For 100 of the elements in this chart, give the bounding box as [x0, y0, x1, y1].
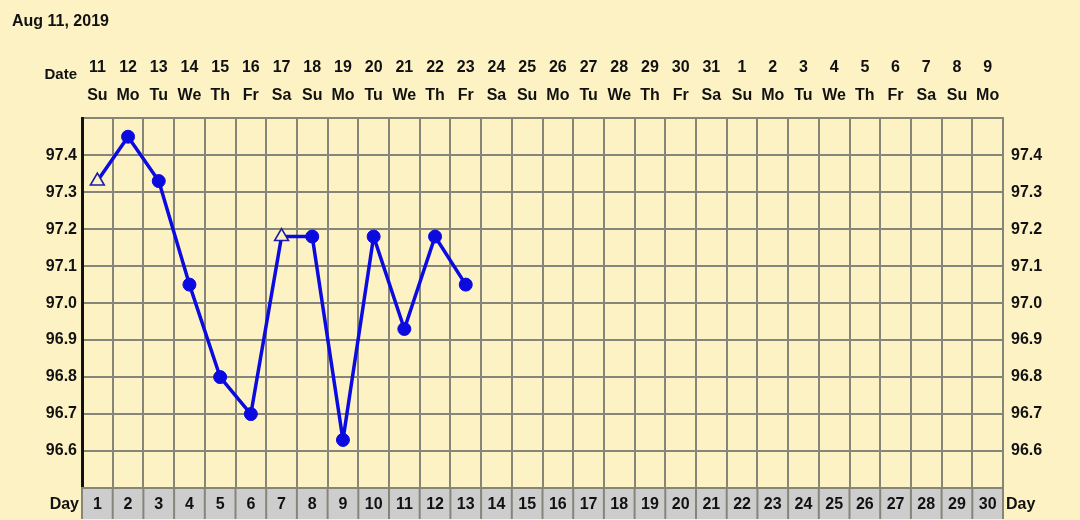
y-tick-label: 97.2 [45, 219, 78, 237]
text: Su [87, 85, 108, 103]
x-tick-label: 30 [671, 58, 690, 76]
point [366, 229, 381, 244]
text: We [177, 85, 202, 103]
x-tick-label: 21 [395, 58, 414, 76]
text: Su [731, 85, 753, 103]
x-tick-label: 26 [548, 58, 567, 76]
point [213, 370, 228, 385]
text: Su [516, 85, 538, 103]
text: Sa [271, 85, 292, 103]
x2-tick-label: 13 [456, 495, 475, 513]
x2-tick-label: 17 [579, 495, 598, 513]
x-tick-label: 12 [119, 58, 138, 76]
text: Fr [457, 85, 474, 103]
point [243, 407, 258, 422]
x-tick-label: 8 [952, 58, 962, 76]
x-tick-label: 27 [579, 58, 598, 76]
y-tick-label: 97.4 [45, 145, 78, 163]
point [182, 277, 197, 292]
x2-tick-label: 5 [215, 495, 225, 513]
x-tick-label: 16 [241, 58, 260, 76]
x2-tick-label: 10 [364, 495, 383, 513]
x2-tick-label: 20 [671, 495, 690, 513]
text: Tu [794, 85, 813, 103]
x2-tick-label: 1 [92, 495, 102, 513]
x2-tick-label: 19 [641, 495, 659, 513]
x-tick-label: 2 [768, 58, 778, 76]
x-tick-label: 9 [983, 58, 993, 76]
point [121, 129, 136, 144]
y-tick-label: 96.6 [45, 441, 78, 459]
x2-tick-label: 21 [702, 495, 721, 513]
x2-tick-label: 9 [338, 495, 348, 513]
x-tick-label: 19 [334, 58, 352, 76]
x-tick-label: 13 [149, 58, 168, 76]
y-tick-label: 97.3 [45, 182, 78, 200]
point [458, 277, 473, 292]
x2-tick-label: 30 [978, 495, 997, 513]
x-tick-label: 28 [610, 58, 629, 76]
x-tick-label: 17 [272, 58, 291, 76]
text: Sa [916, 85, 937, 103]
y-tick-label: 97.1 [45, 256, 78, 274]
x-tick-label: 20 [364, 58, 383, 76]
y-tick-label: 97.0 [45, 293, 78, 311]
y-tick-label: 96.8 [45, 367, 78, 385]
x2-tick-label: 25 [825, 495, 844, 513]
text: Fr [887, 85, 904, 103]
point [397, 321, 412, 336]
x2-tick-label: 28 [917, 495, 936, 513]
x2-tick-label: 8 [307, 495, 317, 513]
x-tick-label: 25 [518, 58, 537, 76]
text: Tu [364, 85, 383, 103]
x-tick-label: 14 [180, 58, 199, 76]
text: We [822, 85, 847, 103]
text: Tu [149, 85, 168, 103]
x2-tick-label: 2 [123, 495, 133, 513]
x2-tick-label: 24 [794, 495, 813, 513]
y2-tick-label: 97.4 [1011, 145, 1043, 163]
text: Fr [672, 85, 689, 103]
x-tick-label: 18 [303, 58, 322, 76]
text: Su [946, 85, 968, 103]
text: Mo [116, 85, 140, 103]
x-tick-label: 31 [702, 58, 721, 76]
x2-tick-label: 15 [518, 495, 537, 513]
y2-tick-label: 97.3 [1011, 182, 1043, 200]
point [305, 229, 320, 244]
text: Th [855, 85, 875, 103]
x2-tick-label: 22 [733, 495, 752, 513]
x-tick-label: 3 [799, 58, 808, 76]
y2-tick-label: 96.6 [1011, 441, 1043, 459]
x2-tick-label: 11 [395, 495, 413, 513]
text: Fr [242, 85, 259, 103]
x-tick-label: 29 [641, 58, 659, 76]
x-tick-label: 22 [426, 58, 445, 76]
x-tick-label: 11 [88, 58, 106, 76]
x2-tick-label: 4 [185, 495, 194, 513]
x-tick-label: 23 [456, 58, 475, 76]
text: Mo [331, 85, 355, 103]
x2-tick-label: 27 [886, 495, 905, 513]
y2-tick-label: 97.1 [1011, 256, 1043, 274]
text: Su [302, 85, 323, 103]
x2-tick-label: 18 [610, 495, 629, 513]
x-tick-label: 5 [860, 58, 870, 76]
x2-tick-label: 3 [154, 495, 164, 513]
y2-tick-label: 96.7 [1011, 404, 1043, 422]
x-tick-label: 15 [211, 58, 230, 76]
x2-tick-label: 23 [763, 495, 782, 513]
text: Mo [976, 85, 1000, 103]
chart-title: Aug 11, 2019 [12, 12, 110, 30]
text: Sa [701, 85, 722, 103]
y2-tick-label: 97.0 [1011, 293, 1043, 311]
x-axis-title: Date [44, 65, 77, 83]
y2-tick-label: 97.2 [1011, 219, 1043, 237]
x2-tick-label: 29 [948, 495, 966, 513]
y-tick-label: 96.7 [45, 404, 78, 422]
y2-tick-label: 96.8 [1011, 367, 1043, 385]
y2-tick-label: 96.9 [1011, 330, 1043, 348]
point [89, 172, 106, 186]
point [428, 229, 443, 244]
x2-tick-label: 14 [487, 495, 506, 513]
